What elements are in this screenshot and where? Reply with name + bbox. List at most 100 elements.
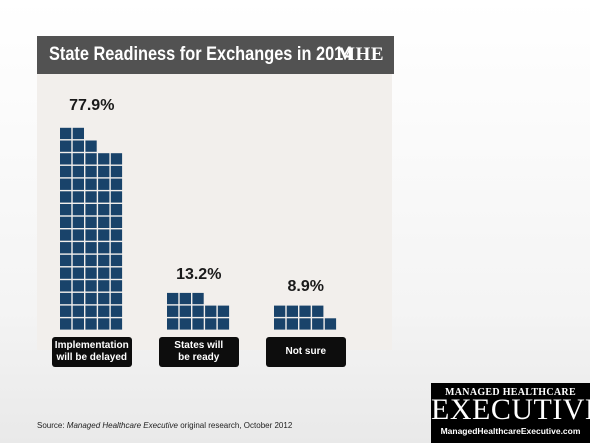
bar-block: [110, 204, 123, 216]
bar-block: [72, 318, 84, 330]
bar-block: [60, 280, 72, 292]
bar-block: [72, 127, 84, 140]
category-label: Implementation will be delayed: [52, 337, 132, 367]
bar-block: [217, 305, 230, 317]
bar-block: [98, 305, 110, 317]
source-publication: Managed Healthcare Executive: [66, 421, 178, 430]
bar-block: [98, 216, 110, 228]
bar-block: [60, 229, 72, 241]
bar-block: [85, 242, 97, 254]
bar-block: [110, 305, 123, 317]
bar-block: [110, 267, 123, 279]
value-label: 77.9%: [69, 97, 115, 114]
bar-block: [72, 229, 84, 241]
bar-block: [60, 267, 72, 279]
bar-block: [110, 153, 123, 165]
bar-block: [205, 318, 217, 330]
bar-block: [72, 178, 84, 190]
bar-block: [167, 305, 179, 317]
bar-block: [312, 305, 324, 317]
bar-block: [192, 318, 204, 330]
bar-block: [85, 165, 97, 178]
bar-block: [60, 127, 72, 140]
bar-block: [60, 254, 72, 267]
bar-block: [299, 318, 311, 330]
bar-block: [72, 153, 84, 165]
bar-block: [72, 216, 84, 228]
bar-block: [60, 242, 72, 254]
bar-block: [110, 254, 123, 267]
bar-block: [85, 153, 97, 165]
bar-block: [85, 292, 97, 305]
bar-block: [179, 305, 191, 317]
value-label: 13.2%: [176, 266, 222, 284]
bar-block: [98, 191, 110, 203]
bar-block: [110, 229, 123, 241]
mhe-logo: MHE: [337, 44, 384, 65]
bar-block: [98, 229, 110, 241]
bar-2: [167, 292, 230, 330]
bar-block: [274, 305, 286, 317]
bar-block: [72, 305, 84, 317]
bar-block: [60, 292, 72, 305]
bar-1: [60, 127, 123, 330]
bar-block: [167, 292, 179, 305]
bar-block: [98, 280, 110, 292]
chart-title: State Readiness for Exchanges in 2014: [49, 44, 353, 65]
bar-block: [312, 318, 324, 330]
bar-block: [60, 191, 72, 203]
bar-block: [167, 318, 179, 330]
bar-block: [98, 267, 110, 279]
bar-block: [72, 280, 84, 292]
bar-block: [72, 140, 84, 152]
bar-block: [72, 292, 84, 305]
bar-block: [72, 165, 84, 178]
bar-block: [286, 318, 298, 330]
brand-url: ManagedHealthcareExecutive.com: [440, 426, 581, 436]
bar-block: [72, 191, 84, 203]
bar-block: [60, 165, 72, 178]
bar-block: [98, 165, 110, 178]
bar-block: [217, 318, 230, 330]
bar-block: [98, 178, 110, 190]
bar-block: [98, 318, 110, 330]
bar-block: [85, 267, 97, 279]
brand-top-text: MANAGED HEALTHCARE: [445, 387, 576, 398]
bar-block: [60, 140, 72, 152]
bar-block: [72, 242, 84, 254]
bar-block: [72, 204, 84, 216]
bar-block: [110, 191, 123, 203]
bar-block: [60, 318, 72, 330]
bar-block: [85, 178, 97, 190]
bar-block: [110, 216, 123, 228]
bar-block: [60, 216, 72, 228]
bar-block: [98, 254, 110, 267]
bar-block: [72, 267, 84, 279]
bar-block: [110, 318, 123, 330]
bar-block: [110, 178, 123, 190]
bar-block: [274, 318, 286, 330]
brand-main-text: EXECUTIVE: [431, 393, 590, 426]
bar-block: [85, 204, 97, 216]
brand-logo: MANAGED HEALTHCARE EXECUTIVE ManagedHeal…: [431, 383, 590, 443]
bar-block: [110, 280, 123, 292]
bar-block: [85, 318, 97, 330]
bar-3: [274, 305, 337, 330]
source-prefix: Source:: [37, 421, 67, 430]
bar-block: [192, 292, 204, 305]
bar-block: [60, 204, 72, 216]
source-note: Source: Managed Healthcare Executive ori…: [37, 421, 292, 430]
bar-block: [299, 305, 311, 317]
bar-block: [98, 242, 110, 254]
bar-block: [179, 318, 191, 330]
bar-block: [324, 318, 337, 330]
title-bar: State Readiness for Exchanges in 2014 MH…: [37, 36, 394, 74]
bar-block: [85, 140, 97, 152]
bar-block: [85, 254, 97, 267]
bar-block: [85, 229, 97, 241]
bar-block: [60, 305, 72, 317]
bar-block: [179, 292, 191, 305]
bar-block: [60, 178, 72, 190]
category-label: Not sure: [266, 337, 346, 367]
